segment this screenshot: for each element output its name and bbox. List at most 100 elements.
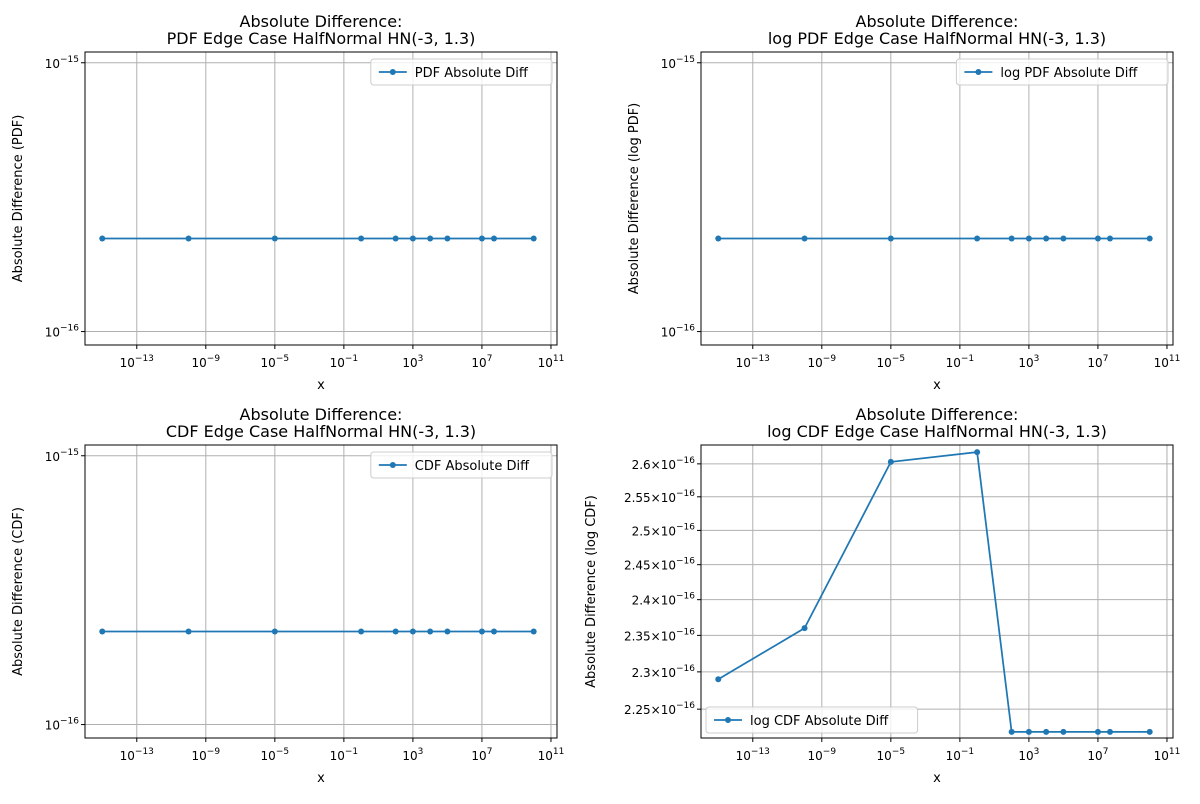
data-point: [801, 235, 808, 242]
x-axis-label: x: [317, 378, 325, 393]
data-point: [185, 628, 192, 635]
x-tick-label: 107: [471, 354, 492, 370]
legend-label: CDF Absolute Diff: [415, 459, 530, 474]
y-tick-label: 2.45×10−16: [624, 557, 695, 573]
y-axis-label: Absolute Difference (PDF): [11, 115, 26, 283]
x-tick-label: 103: [402, 747, 423, 763]
chart-title-line: log CDF Edge Case HalfNormal HN(-3, 1.3): [767, 422, 1107, 441]
legend-marker: [975, 69, 982, 75]
data-point: [358, 628, 365, 635]
chart-title-line: Absolute Difference:: [856, 12, 1019, 31]
y-tick-label: 2.55×10−16: [624, 489, 695, 505]
x-tick-label: 10−13: [736, 747, 770, 763]
x-tick-label: 10−5: [877, 354, 906, 370]
x-tick-label: 103: [402, 354, 423, 370]
data-point: [444, 235, 451, 242]
plot-area: [701, 445, 1173, 738]
data-point: [974, 235, 981, 242]
data-point: [271, 628, 278, 635]
data-point: [271, 235, 278, 242]
x-tick-label: 107: [471, 747, 492, 763]
legend: PDF Absolute Diff: [370, 58, 553, 86]
data-point: [1106, 728, 1113, 735]
legend-box: [955, 58, 1169, 86]
x-tick-label: 10−1: [330, 354, 359, 370]
y-tick-label: 2.25×10−16: [624, 701, 695, 717]
x-tick-label: 10−13: [120, 354, 154, 370]
chart-title-line: Absolute Difference:: [240, 12, 403, 31]
data-point: [99, 628, 106, 635]
data-point: [1043, 728, 1050, 735]
data-point: [185, 235, 192, 242]
grid-lines: [701, 445, 1173, 738]
data-point: [530, 628, 537, 635]
x-tick-label: 10−13: [120, 747, 154, 763]
axes-frame: [84, 444, 558, 739]
data-point: [478, 235, 485, 242]
data-point: [801, 625, 808, 632]
y-tick-label: 2.4×10−16: [632, 592, 696, 608]
y-tick-label: 10−16: [45, 717, 80, 733]
x-tick-label: 1011: [1154, 354, 1181, 370]
data-point: [409, 235, 416, 242]
data-point: [490, 235, 497, 242]
plot-area: [85, 52, 557, 345]
x-tick-label: 1011: [1154, 747, 1181, 763]
subplot-4: 10−13 10−9 10−5 10−1 103 107 1011 2.25×10−16 2.3…: [584, 405, 1180, 786]
y-axis-label: Absolute Difference (log CDF): [584, 495, 599, 688]
y-axis-label: Absolute Difference (log PDF): [627, 103, 642, 295]
data-point: [1094, 235, 1101, 242]
x-tick-label: 10−1: [330, 747, 359, 763]
legend: CDF Absolute Diff: [370, 451, 553, 479]
subplot-3: 10−13 10−9 10−5 10−1 103 107 1011 10−16 10−15 Abs…: [11, 405, 564, 786]
x-axis-label: x: [317, 771, 325, 786]
data-point: [444, 628, 451, 635]
x-tick-label: 10−5: [261, 354, 290, 370]
data-point: [1146, 728, 1153, 735]
data-point: [715, 235, 722, 242]
x-tick-label: 103: [1018, 354, 1039, 370]
data-point: [409, 628, 416, 635]
x-tick-label: 107: [1087, 354, 1108, 370]
legend-box: [705, 706, 919, 734]
x-tick-label: 10−1: [946, 354, 975, 370]
y-tick-label: 10−15: [45, 55, 79, 71]
data-point: [1146, 235, 1153, 242]
plot-area: [701, 52, 1173, 345]
y-tick-label: 10−15: [45, 448, 79, 464]
chart-title-line: log PDF Edge Case HalfNormal HN(-3, 1.3): [768, 29, 1106, 48]
data-point: [427, 628, 434, 635]
y-tick-label: 2.6×10−16: [632, 456, 696, 472]
x-tick-label: 10−5: [261, 747, 290, 763]
legend-box: [370, 451, 553, 479]
y-tick-label: 2.35×10−16: [624, 627, 695, 643]
x-tick-label: 103: [1018, 747, 1039, 763]
x-tick-label: 10−9: [192, 354, 221, 370]
data-point: [392, 235, 399, 242]
y-axis-label: Absolute Difference (CDF): [11, 507, 26, 676]
x-tick-label: 1011: [538, 747, 565, 763]
data-point: [887, 458, 894, 465]
x-tick-label: 10−9: [808, 747, 837, 763]
y-tick-label: 10−16: [45, 324, 80, 340]
data-point: [1043, 235, 1050, 242]
x-tick-label: 10−9: [192, 747, 221, 763]
data-point: [1008, 728, 1015, 735]
legend-label: PDF Absolute Diff: [415, 66, 529, 81]
axes-frame: [84, 51, 558, 346]
legend-marker: [725, 717, 731, 723]
data-point: [530, 235, 537, 242]
data-point: [427, 235, 434, 242]
y-tick-label: 2.3×10−16: [632, 664, 696, 680]
x-axis-label: x: [933, 771, 941, 786]
legend-label: log PDF Absolute Diff: [1000, 66, 1138, 81]
chart-title-line: Absolute Difference:: [240, 405, 403, 424]
data-point: [1094, 728, 1101, 735]
legend: log PDF Absolute Diff: [955, 58, 1169, 86]
chart-title-line: CDF Edge Case HalfNormal HN(-3, 1.3): [166, 422, 476, 441]
data-point: [1060, 235, 1067, 242]
axes-frame: [700, 444, 1174, 739]
axes-frame: [700, 51, 1174, 346]
